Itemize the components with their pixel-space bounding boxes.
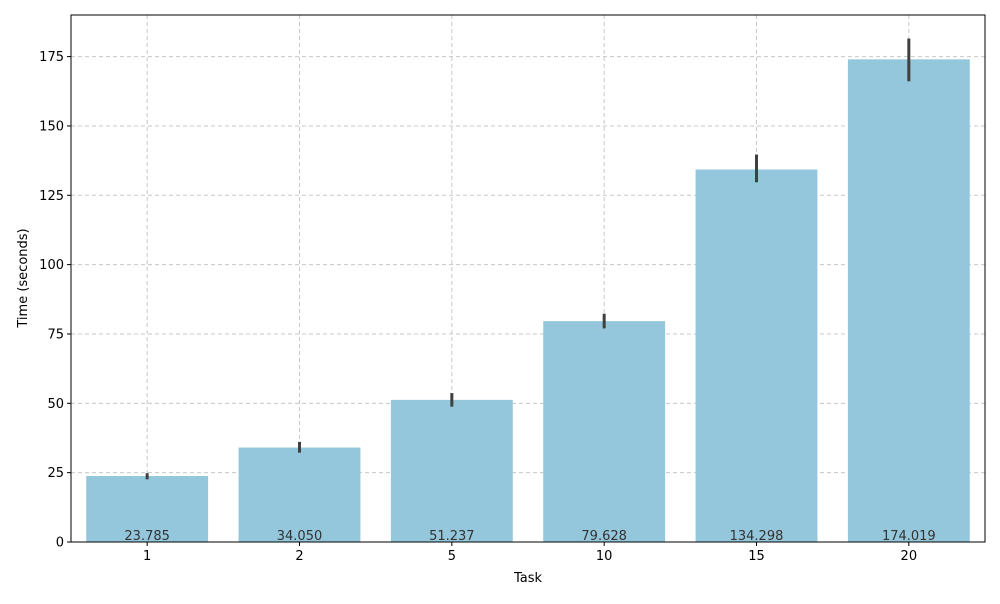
x-tick-label: 20 [901, 549, 918, 564]
x-axis: 1 2 5 10 15 20 [143, 542, 917, 564]
data-label: 23.785 [124, 529, 170, 544]
y-tick-label: 100 [39, 258, 64, 273]
bar [86, 476, 209, 542]
y-tick-label: 0 [56, 536, 64, 551]
data-label: 51.237 [429, 529, 475, 544]
x-tick-label: 2 [295, 549, 303, 564]
data-label: 34.050 [277, 529, 323, 544]
data-labels: 23.785 34.050 51.237 79.628 134.298 174.019 [124, 529, 935, 544]
error-bars [145, 38, 911, 480]
data-label: 79.628 [581, 529, 627, 544]
y-tick-label: 150 [39, 119, 64, 134]
bars [86, 59, 970, 543]
bar [695, 169, 818, 542]
x-tick-label: 5 [448, 549, 456, 564]
y-tick-label: 125 [39, 189, 64, 204]
y-axis-label: Time (seconds) [16, 228, 31, 328]
data-label: 174.019 [882, 529, 936, 544]
y-tick-label: 25 [47, 466, 64, 481]
bar [390, 399, 513, 542]
plot-frame [70, 14, 986, 543]
bar [847, 59, 970, 543]
data-label: 134.298 [730, 529, 784, 544]
bar [543, 321, 666, 542]
x-axis-label: Task [513, 571, 543, 586]
x-tick-label: 1 [143, 549, 151, 564]
x-tick-label: 15 [748, 549, 765, 564]
y-axis: 0 25 50 75 100 125 150 175 [39, 50, 71, 551]
y-tick-label: 175 [39, 50, 64, 65]
x-tick-label: 10 [596, 549, 613, 564]
y-tick-label: 75 [47, 327, 64, 342]
y-tick-label: 50 [47, 397, 64, 412]
bar [238, 447, 361, 542]
